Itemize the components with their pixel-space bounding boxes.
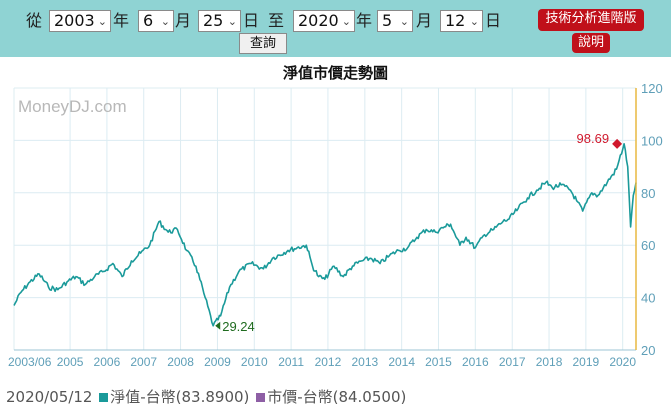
legend-price-label: 市價-台幣(84.0500) — [267, 388, 407, 406]
x-tick-label: 2019 — [573, 355, 600, 369]
y-tick-label: 100 — [641, 133, 663, 148]
start-month-value: 6 — [143, 11, 154, 30]
chevron-down-icon: ⌄ — [341, 15, 351, 28]
chevron-down-icon: ⌄ — [227, 15, 237, 28]
query-bar: 從 2003 ⌄ 年 6 ⌄ 月 25 ⌄ 日 至 2020 ⌄ 年 5 ⌄ 月… — [0, 0, 671, 57]
chevron-down-icon: ⌄ — [469, 15, 479, 28]
legend-nav-label: 淨值-台幣(83.8900) — [110, 388, 250, 406]
query-button[interactable]: 查詢 — [239, 33, 287, 54]
end-year-value: 2020 — [298, 11, 339, 30]
y-tick-label: 20 — [641, 343, 655, 358]
x-tick-label: 2014 — [388, 355, 415, 369]
advanced-analysis-button[interactable]: 技術分析進階版 — [538, 9, 644, 31]
chevron-down-icon: ⌄ — [160, 15, 170, 28]
watermark: MoneyDJ.com — [18, 97, 127, 116]
x-tick-label: 2009 — [204, 355, 231, 369]
x-tick-label: 2003/06 — [8, 355, 52, 369]
y-tick-label: 120 — [641, 81, 663, 96]
help-button[interactable]: 說明 — [572, 33, 610, 53]
x-tick-label: 2011 — [278, 355, 304, 369]
series-line-nav — [13, 143, 637, 327]
x-tick-label: 2018 — [536, 355, 563, 369]
y-tick-label: 80 — [641, 186, 655, 201]
x-tick-label: 2013 — [351, 355, 378, 369]
chevron-down-icon: ⌄ — [399, 15, 409, 28]
x-tick-label: 2005 — [57, 355, 84, 369]
end-month-value: 5 — [382, 11, 393, 30]
start-day-select[interactable]: 25 ⌄ — [198, 10, 241, 32]
x-tick-label: 2012 — [315, 355, 342, 369]
year-unit-label-2: 年 — [356, 11, 373, 30]
x-tick-label: 2010 — [241, 355, 268, 369]
x-tick-label: 2007 — [130, 355, 157, 369]
x-tick-label: 2006 — [94, 355, 121, 369]
to-label: 至 — [268, 11, 285, 30]
x-tick-label: 2017 — [499, 355, 526, 369]
y-tick-label: 60 — [641, 238, 655, 253]
end-month-select[interactable]: 5 ⌄ — [377, 10, 413, 32]
start-year-select[interactable]: 2003 ⌄ — [49, 10, 111, 32]
end-year-select[interactable]: 2020 ⌄ — [293, 10, 355, 32]
x-tick-label: 2020 — [609, 355, 636, 369]
legend-swatch-nav — [99, 393, 109, 402]
end-day-value: 12 — [445, 11, 466, 30]
max-value-label: 98.69 — [577, 131, 610, 146]
end-day-select[interactable]: 12 ⌄ — [440, 10, 483, 32]
day-unit-label-2: 日 — [485, 11, 502, 30]
chevron-down-icon: ⌄ — [97, 15, 107, 28]
start-month-select[interactable]: 6 ⌄ — [138, 10, 174, 32]
chart-title: 淨值市價走勢圖 — [282, 64, 388, 82]
year-unit-label: 年 — [113, 11, 130, 30]
month-unit-label: 月 — [175, 11, 192, 30]
min-marker-icon — [215, 321, 221, 330]
min-value-label: 29.24 — [222, 319, 255, 334]
x-tick-label: 2016 — [462, 355, 489, 369]
from-label: 從 — [26, 11, 43, 30]
start-day-value: 25 — [203, 11, 224, 30]
day-unit-label: 日 — [243, 11, 260, 30]
x-tick-label: 2008 — [167, 355, 194, 369]
max-marker-icon — [612, 138, 623, 149]
y-tick-label: 40 — [641, 291, 655, 306]
start-year-value: 2003 — [54, 11, 95, 30]
legend-swatch-price — [256, 393, 266, 402]
legend-date: 2020/05/12 — [6, 388, 93, 406]
x-tick-label: 2015 — [425, 355, 452, 369]
month-unit-label-2: 月 — [416, 11, 433, 30]
legend: 2020/05/12 淨值-台幣(83.8900) 市價-台幣(84.0500) — [6, 386, 406, 407]
